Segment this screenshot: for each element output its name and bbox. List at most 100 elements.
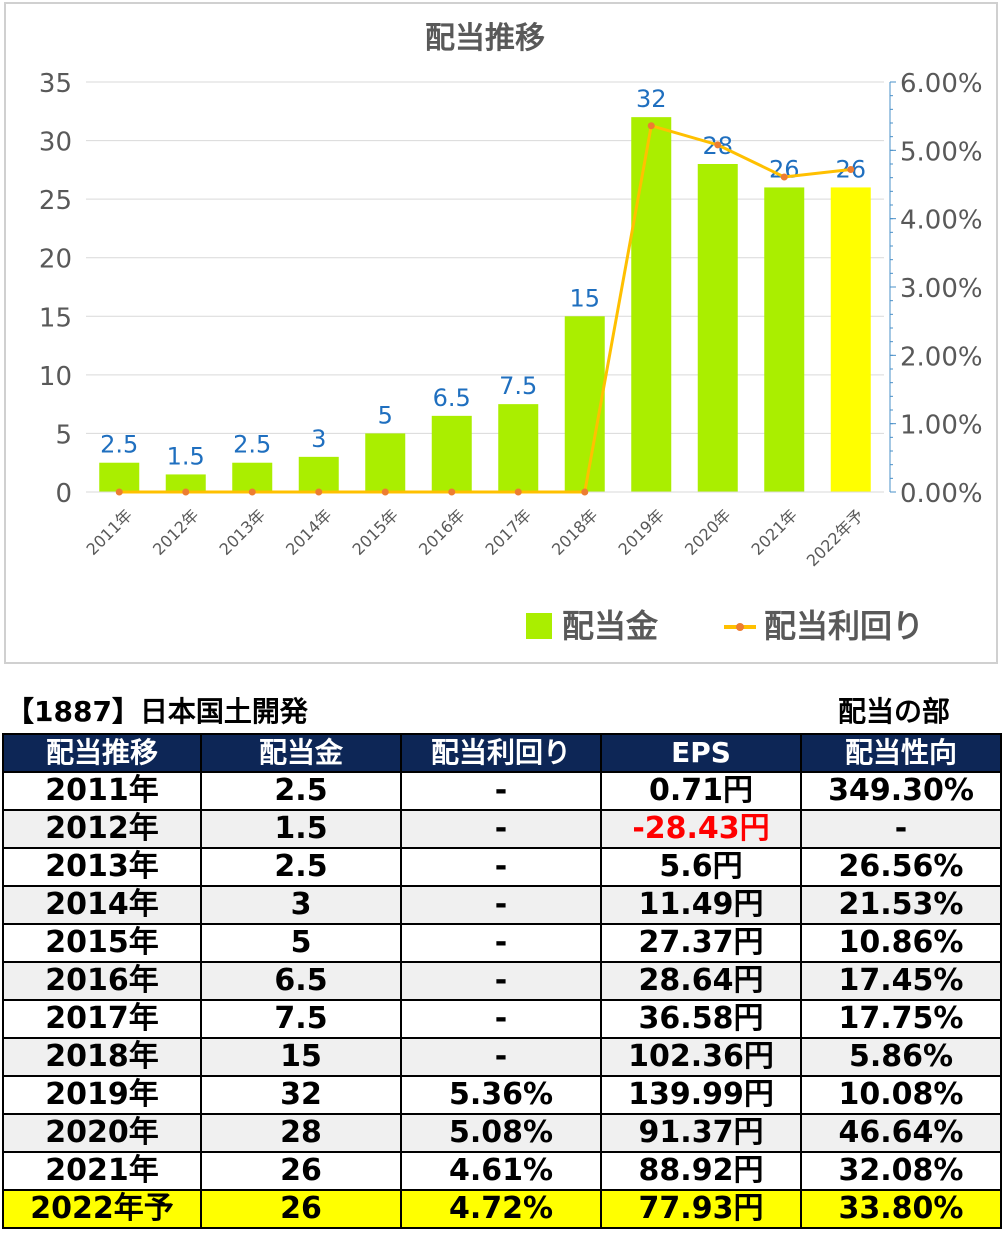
- table-cell: -: [400, 885, 602, 925]
- table-row: 2020年 28 5.08% 91.37円 46.64%: [2, 1113, 1002, 1153]
- yield-marker: [714, 141, 722, 149]
- table-cell: 33.80%: [800, 1189, 1002, 1229]
- bar: [498, 404, 539, 492]
- bar: [365, 433, 406, 492]
- table-row: 2012年 1.5- -28.43円 -: [2, 809, 1002, 849]
- yield-marker: [381, 488, 389, 496]
- y-left-tick-label: 10: [39, 362, 72, 392]
- table-cell: 2015年: [2, 923, 202, 963]
- table-cell: 2022年予: [2, 1189, 202, 1229]
- table-cell: -: [400, 847, 602, 887]
- x-tick-label: 2017年: [482, 505, 536, 559]
- table-cell: 3: [200, 885, 402, 925]
- table-cell: 102.36円: [600, 1037, 802, 1077]
- bar: [830, 187, 871, 492]
- table-cell: 21.53%: [800, 885, 1002, 925]
- bar: [232, 462, 273, 492]
- yield-marker: [182, 488, 190, 496]
- y-left-tick-label: 30: [39, 128, 72, 158]
- yield-marker: [115, 488, 123, 496]
- yield-marker: [315, 488, 323, 496]
- dividend-chart: 配当推移051015202530350.00%1.00%2.00%3.00%4.…: [39, 21, 983, 645]
- table-cell: -: [800, 809, 1002, 849]
- dividend-table: 配当推移 配当金 配当利回り EPS 配当性向 2011年 2.5-0.71円 349.30…: [2, 733, 1002, 1229]
- table-cell: 6.5: [200, 961, 402, 1001]
- x-tick-label: 2021年: [748, 505, 802, 559]
- y-right-tick-label: 4.00%: [900, 206, 983, 236]
- legend-swatch-dividend: [526, 613, 552, 639]
- chart-title: 配当推移: [425, 21, 545, 56]
- table-subtitle: 配当の部: [838, 695, 951, 728]
- table-cell: 26: [200, 1189, 402, 1229]
- table-cell: 32: [200, 1075, 402, 1115]
- table-cell: 26.56%: [800, 847, 1002, 887]
- yield-marker: [780, 173, 788, 181]
- table-row: 2022年予 26 4.72% 77.93円 33.80%: [2, 1189, 1002, 1229]
- table-row: 2013年 2.5-5.6円 26.56%: [2, 847, 1002, 887]
- table-cell: 2017年: [2, 999, 202, 1039]
- y-left-tick-label: 25: [39, 186, 72, 216]
- table-cell: 5.6円: [600, 847, 802, 887]
- y-right-tick-label: 5.00%: [900, 137, 983, 167]
- bar: [564, 316, 605, 492]
- table-cell: 10.86%: [800, 923, 1002, 963]
- x-tick-label: 2016年: [415, 505, 469, 559]
- chart-frame: 配当推移 0 5 10 15 20 25 30 35 0.00% 1.00% 2.00% 3.00% 4.…: [4, 2, 998, 664]
- yield-line: [119, 123, 851, 494]
- bar-data-label: 15: [569, 284, 600, 312]
- yield-marker: [581, 488, 589, 496]
- yield-marker: [448, 488, 456, 496]
- x-tick-label: 2012年: [149, 505, 203, 559]
- bar-data-label: 3: [311, 425, 326, 453]
- bar: [697, 164, 738, 492]
- x-tick-label: 2018年: [548, 505, 602, 559]
- table-cell: -: [400, 771, 602, 811]
- table-cell: 5: [200, 923, 402, 963]
- table-cell: 2.5: [200, 847, 402, 887]
- table-cell: 2014年: [2, 885, 202, 925]
- table-cell: 2012年: [2, 809, 202, 849]
- yield-marker: [847, 165, 855, 173]
- bar-data-label: 1.5: [167, 442, 205, 470]
- table-row: 2019年 32 5.36% 139.99円 10.08%: [2, 1075, 1002, 1115]
- table-cell: 2013年: [2, 847, 202, 887]
- legend-marker-yield: [736, 623, 744, 631]
- table-title: 【1887】日本国土開発: [6, 695, 308, 728]
- legend-label-yield: 配当利回り: [764, 607, 924, 645]
- column-header: 配当推移: [2, 733, 202, 773]
- x-tick-label: 2014年: [282, 505, 336, 559]
- table-row: 2017年 7.5-36.58円 17.75%: [2, 999, 1002, 1039]
- bar-data-label: 7.5: [499, 372, 537, 400]
- column-header: 配当性向: [800, 733, 1002, 773]
- table-row: 2014年 3-11.49円 21.53%: [2, 885, 1002, 925]
- table-cell: 5.36%: [400, 1075, 602, 1115]
- y-right-tick-label: 0.00%: [900, 479, 983, 509]
- bar: [99, 462, 140, 492]
- x-tick-label: 2013年: [216, 505, 270, 559]
- table-cell: 4.61%: [400, 1151, 602, 1191]
- x-tick-label: 2022年予: [803, 505, 868, 570]
- x-tick-label: 2015年: [349, 505, 403, 559]
- bar-data-label: 2.5: [233, 431, 271, 459]
- x-tick-label: 2011年: [83, 505, 137, 559]
- table-cell: 139.99円: [600, 1075, 802, 1115]
- table-cell: 2018年: [2, 1037, 202, 1077]
- table-cell: 7.5: [200, 999, 402, 1039]
- table-cell: 2019年: [2, 1075, 202, 1115]
- yield-marker: [647, 122, 655, 130]
- table-cell: 32.08%: [800, 1151, 1002, 1191]
- x-tick-label: 2020年: [681, 505, 735, 559]
- table-cell: 28: [200, 1113, 402, 1153]
- table-cell: -: [400, 923, 602, 963]
- table-cell: 10.08%: [800, 1075, 1002, 1115]
- table-cell: 26: [200, 1151, 402, 1191]
- yield-marker: [248, 488, 256, 496]
- table-cell: 15: [200, 1037, 402, 1077]
- table-header-row: 配当推移 配当金 配当利回り EPS 配当性向: [2, 733, 1002, 773]
- bar: [764, 187, 805, 492]
- table-cell: 17.75%: [800, 999, 1002, 1039]
- table-cell: 2020年: [2, 1113, 202, 1153]
- column-header: EPS: [600, 733, 802, 773]
- yield-marker: [514, 488, 522, 496]
- y-left-tick-label: 5: [55, 420, 72, 450]
